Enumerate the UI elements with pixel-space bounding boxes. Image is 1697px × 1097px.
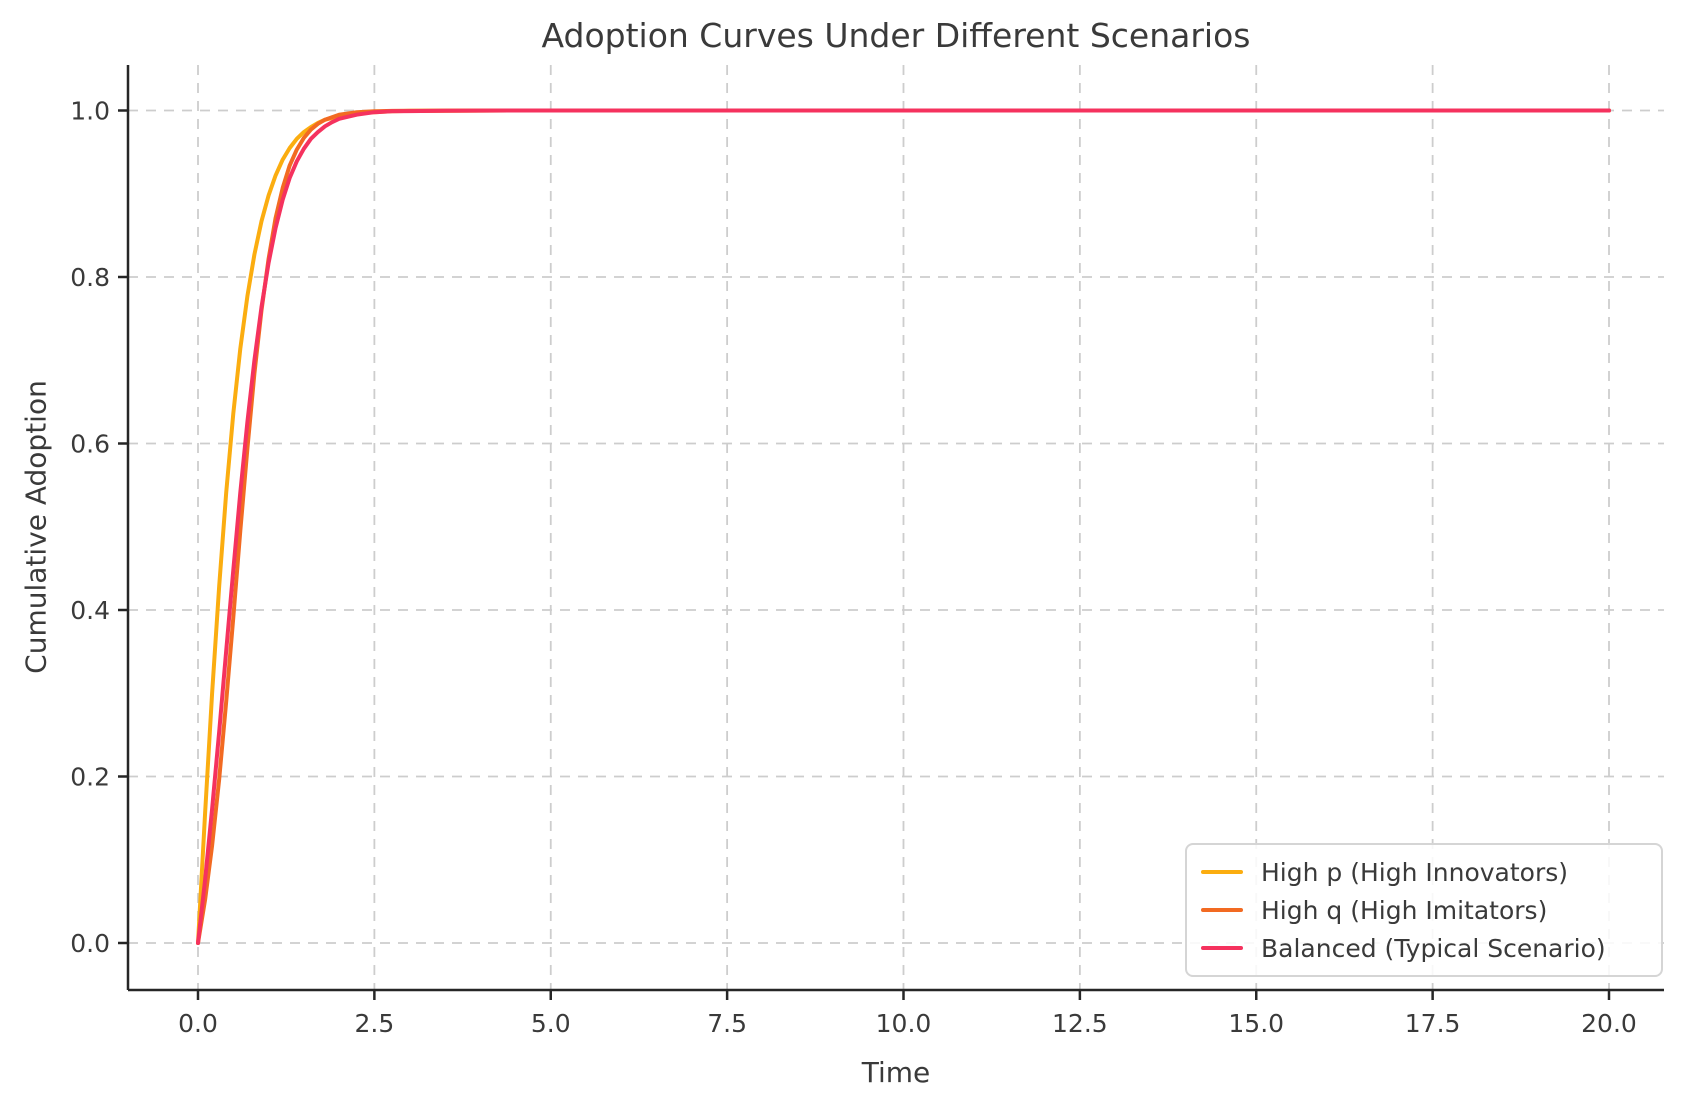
legend-label: Balanced (Typical Scenario) <box>1261 933 1606 963</box>
y-tick-label: 0.4 <box>70 596 110 625</box>
legend-item-0: High p (High Innovators) <box>1201 858 1647 887</box>
series-line-2 <box>196 108 1611 945</box>
x-tick-label: 10.0 <box>876 1009 932 1038</box>
series-lines <box>196 108 1611 945</box>
legend-label: High q (High Imitators) <box>1261 895 1548 925</box>
axis-spines <box>126 65 1664 992</box>
tick-labels: 0.0 2.5 5.0 7.5 10.0 12.5 15.0 17.5 20.0 0.0 0.2 0.… <box>70 97 1637 1039</box>
legend-item-2: Balanced (Typical Scenario) <box>1201 934 1647 963</box>
legend-line-swatch <box>1201 908 1243 912</box>
x-tick-label: 0.0 <box>178 1009 218 1038</box>
y-tick-label: 0.6 <box>70 430 110 459</box>
x-tick-label: 2.5 <box>354 1009 394 1038</box>
y-tick-label: 0.8 <box>70 263 110 292</box>
y-tick-label: 0.0 <box>70 929 110 958</box>
legend-item-1: High q (High Imitators) <box>1201 896 1647 925</box>
chart-title: Adoption Curves Under Different Scenario… <box>541 16 1251 55</box>
axis-ticks <box>118 109 1611 1000</box>
x-tick-label: 12.5 <box>1052 1009 1108 1038</box>
x-tick-label: 15.0 <box>1228 1009 1284 1038</box>
y-tick-label: 1.0 <box>70 97 110 126</box>
legend-line-swatch <box>1201 946 1243 950</box>
x-tick-label: 5.0 <box>531 1009 571 1038</box>
legend: High p (High Innovators) High q (High Imi… <box>1185 843 1663 977</box>
legend-line-swatch <box>1201 870 1243 874</box>
x-axis-label: Time <box>861 1056 931 1089</box>
legend-label: High p (High Innovators) <box>1261 857 1569 887</box>
y-tick-label: 0.2 <box>70 763 110 792</box>
x-tick-label: 20.0 <box>1581 1009 1637 1038</box>
x-tick-label: 17.5 <box>1405 1009 1461 1038</box>
x-tick-label: 7.5 <box>707 1009 747 1038</box>
